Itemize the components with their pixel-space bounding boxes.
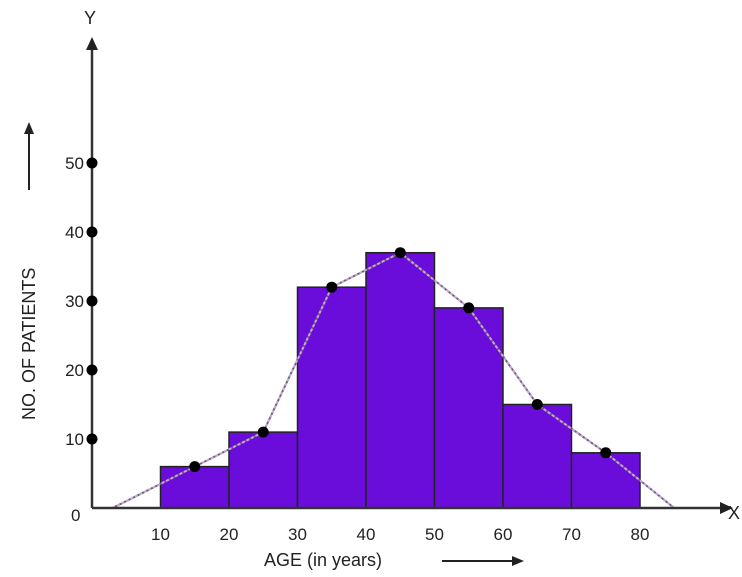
histogram-bar-60-70 [502, 403, 573, 509]
polygon-point-35 [326, 281, 338, 293]
y-axis-tick-points [86, 157, 98, 445]
histogram-bar-30-40 [296, 286, 367, 509]
axes [86, 37, 733, 514]
y-axis-letter: Y [84, 8, 96, 28]
y-tick-label-30: 30 [65, 292, 84, 311]
y-tick-point-30 [86, 295, 98, 307]
x-tick-label-80: 80 [631, 525, 650, 544]
y-tick-point-10 [86, 433, 98, 445]
histogram-bar-20-30 [228, 431, 299, 509]
x-tick-label-60: 60 [494, 525, 513, 544]
polygon-point-45 [394, 247, 406, 259]
x-tick-label-50: 50 [425, 525, 444, 544]
x-tick-label-30: 30 [288, 525, 307, 544]
polygon-point-75 [600, 447, 612, 459]
y-axis-arrowhead [86, 37, 98, 50]
x-tick-label-40: 40 [357, 525, 376, 544]
x-tick-label-10: 10 [151, 525, 170, 544]
x-tick-labels: 10 20 30 40 50 60 70 80 [151, 525, 649, 544]
histogram-bar-70-80 [570, 452, 641, 509]
x-axis-label: AGE (in years) [264, 550, 382, 570]
histogram-bars [159, 251, 641, 509]
histogram-bar-40-50 [365, 251, 436, 509]
y-label-arrow [24, 122, 34, 190]
y-axis-label: NO. OF PATIENTS [19, 268, 39, 420]
polygon-point-65 [531, 399, 543, 410]
x-tick-label-70: 70 [562, 525, 581, 544]
y-tick-labels: 10 20 30 40 50 [65, 154, 84, 449]
histogram-bar-10-20 [159, 465, 230, 509]
y-tick-point-20 [86, 364, 98, 376]
histogram-bar-50-60 [433, 307, 504, 509]
y-tick-label-50: 50 [65, 154, 84, 173]
x-axis-letter: X [728, 503, 740, 523]
x-axis-arrowhead [720, 502, 733, 514]
y-tick-label-10: 10 [65, 430, 84, 449]
x-label-arrow [442, 556, 524, 566]
y-tick-label-20: 20 [65, 361, 84, 380]
x-tick-label-20: 20 [220, 525, 239, 544]
polygon-point-15 [189, 461, 201, 473]
y-tick-label-40: 40 [65, 223, 84, 242]
y-tick-point-50 [86, 157, 98, 169]
origin-label: 0 [71, 506, 80, 525]
polygon-point-25 [257, 426, 269, 438]
polygon-point-55 [463, 302, 475, 314]
polygon-points [189, 247, 612, 473]
y-tick-point-40 [86, 226, 98, 238]
